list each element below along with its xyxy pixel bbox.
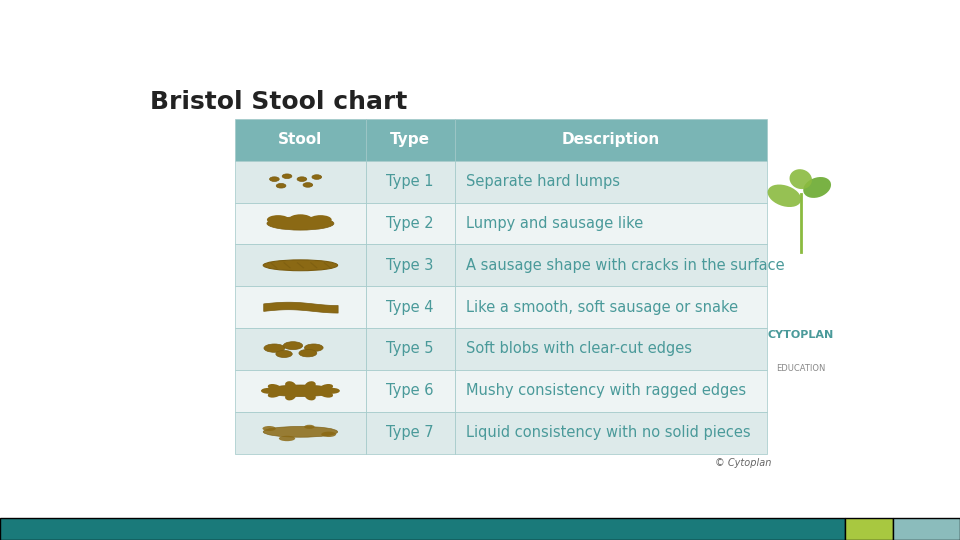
FancyBboxPatch shape xyxy=(366,202,455,245)
FancyBboxPatch shape xyxy=(235,370,366,411)
Text: Type 6: Type 6 xyxy=(387,383,434,399)
Ellipse shape xyxy=(285,392,296,400)
Text: Bristol Stool chart: Bristol Stool chart xyxy=(150,90,407,114)
Text: Type 2: Type 2 xyxy=(386,216,434,231)
FancyBboxPatch shape xyxy=(455,202,767,245)
Ellipse shape xyxy=(804,177,831,198)
Text: Liquid consistency with no solid pieces: Liquid consistency with no solid pieces xyxy=(466,425,751,440)
Text: Separate hard lumps: Separate hard lumps xyxy=(466,174,620,189)
Ellipse shape xyxy=(263,427,338,437)
Text: Stool: Stool xyxy=(278,132,323,147)
Ellipse shape xyxy=(297,177,307,181)
Text: Type 1: Type 1 xyxy=(387,174,434,189)
Text: Soft blobs with clear-cut edges: Soft blobs with clear-cut edges xyxy=(466,341,692,356)
Ellipse shape xyxy=(320,391,333,397)
Text: Type 3: Type 3 xyxy=(387,258,434,273)
FancyBboxPatch shape xyxy=(0,518,845,540)
FancyBboxPatch shape xyxy=(455,411,767,454)
Text: Type 4: Type 4 xyxy=(387,300,434,315)
FancyBboxPatch shape xyxy=(455,119,767,161)
Ellipse shape xyxy=(304,425,315,429)
Text: Type: Type xyxy=(390,132,430,147)
Ellipse shape xyxy=(285,381,296,389)
Ellipse shape xyxy=(276,184,286,188)
FancyBboxPatch shape xyxy=(455,286,767,328)
Ellipse shape xyxy=(325,388,340,394)
Ellipse shape xyxy=(305,392,316,400)
Ellipse shape xyxy=(320,384,333,391)
FancyBboxPatch shape xyxy=(366,119,455,161)
Ellipse shape xyxy=(789,169,812,189)
Ellipse shape xyxy=(266,385,335,397)
FancyBboxPatch shape xyxy=(893,518,960,540)
FancyBboxPatch shape xyxy=(845,518,893,540)
FancyBboxPatch shape xyxy=(235,411,366,454)
Text: Like a smooth, soft sausage or snake: Like a smooth, soft sausage or snake xyxy=(466,300,738,315)
Text: Mushy consistency with ragged edges: Mushy consistency with ragged edges xyxy=(466,383,746,399)
Text: © Cytoplan: © Cytoplan xyxy=(714,458,771,468)
FancyBboxPatch shape xyxy=(366,245,455,286)
Ellipse shape xyxy=(768,185,802,207)
Ellipse shape xyxy=(304,344,324,352)
Ellipse shape xyxy=(262,426,276,431)
FancyBboxPatch shape xyxy=(235,286,366,328)
Ellipse shape xyxy=(322,431,336,437)
Text: A sausage shape with cracks in the surface: A sausage shape with cracks in the surfa… xyxy=(466,258,784,273)
FancyBboxPatch shape xyxy=(366,411,455,454)
FancyBboxPatch shape xyxy=(455,328,767,370)
Ellipse shape xyxy=(268,384,281,391)
Text: CYTOPLAN: CYTOPLAN xyxy=(768,330,834,340)
FancyBboxPatch shape xyxy=(455,245,767,286)
Ellipse shape xyxy=(282,174,292,179)
Ellipse shape xyxy=(312,175,322,179)
Ellipse shape xyxy=(305,381,316,389)
Ellipse shape xyxy=(283,342,302,349)
FancyBboxPatch shape xyxy=(366,328,455,370)
Ellipse shape xyxy=(267,215,289,224)
Ellipse shape xyxy=(309,215,331,224)
Text: Lumpy and sausage like: Lumpy and sausage like xyxy=(466,216,643,231)
Text: Type 5: Type 5 xyxy=(387,341,434,356)
Ellipse shape xyxy=(299,349,317,357)
Ellipse shape xyxy=(278,436,296,441)
Ellipse shape xyxy=(270,177,279,181)
FancyBboxPatch shape xyxy=(235,202,366,245)
FancyBboxPatch shape xyxy=(366,161,455,202)
Ellipse shape xyxy=(289,214,312,224)
Ellipse shape xyxy=(276,350,292,357)
Ellipse shape xyxy=(268,391,281,397)
FancyBboxPatch shape xyxy=(235,119,366,161)
FancyBboxPatch shape xyxy=(235,328,366,370)
Text: EDUCATION: EDUCATION xyxy=(776,364,826,373)
Text: Type 7: Type 7 xyxy=(386,425,434,440)
FancyBboxPatch shape xyxy=(235,245,366,286)
FancyBboxPatch shape xyxy=(366,286,455,328)
Ellipse shape xyxy=(264,344,285,352)
FancyBboxPatch shape xyxy=(366,370,455,411)
Ellipse shape xyxy=(263,260,338,271)
Ellipse shape xyxy=(267,217,334,230)
Ellipse shape xyxy=(261,388,276,394)
FancyBboxPatch shape xyxy=(235,161,366,202)
FancyBboxPatch shape xyxy=(455,370,767,411)
Ellipse shape xyxy=(303,183,313,187)
FancyBboxPatch shape xyxy=(455,161,767,202)
Text: Description: Description xyxy=(562,132,660,147)
